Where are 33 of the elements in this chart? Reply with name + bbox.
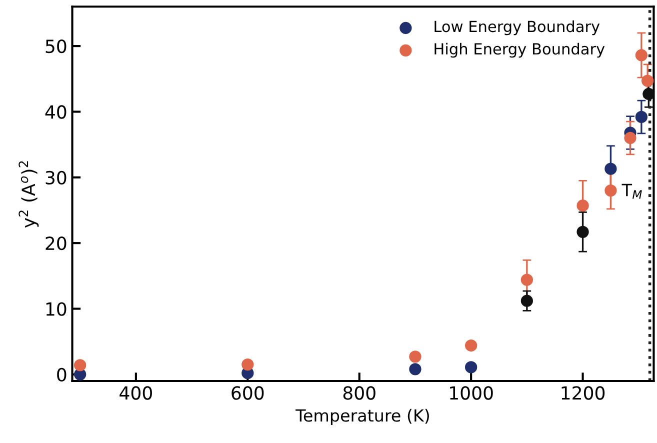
- y-tick-label: 20: [46, 236, 66, 250]
- point: [624, 132, 636, 144]
- point: [642, 88, 654, 100]
- point: [576, 200, 589, 212]
- y-axis-title: y$^{2}$ (A$^{o}$)$^{2}$: [18, 161, 39, 228]
- x-tick-label: 600: [232, 386, 264, 400]
- point: [604, 184, 617, 197]
- x-tick-label: 1200: [562, 386, 605, 400]
- y-tick-label: 0: [57, 368, 66, 382]
- point: [74, 359, 86, 372]
- y-tick-label: 40: [45, 105, 66, 119]
- annotation: T$_{M}$: [622, 184, 642, 199]
- y-tick-label: 30: [46, 170, 66, 185]
- x-tick-label: 800: [343, 386, 376, 400]
- point: [409, 350, 422, 363]
- legend-label: High Energy Boundary: [434, 42, 605, 58]
- y-tick-label: 50: [46, 40, 66, 54]
- x-tick-label: 400: [120, 386, 152, 400]
- x-tick-label: 1000: [450, 386, 493, 400]
- y-tick-label: 10: [46, 302, 66, 316]
- point: [641, 74, 654, 87]
- x-axis-title: Temperature (K): [296, 408, 429, 425]
- point: [604, 162, 617, 175]
- point: [576, 226, 589, 238]
- point: [635, 49, 648, 62]
- point: [409, 363, 422, 376]
- point: [635, 110, 648, 124]
- point: [242, 358, 254, 371]
- legend-label: Low Energy Boundary: [434, 20, 600, 36]
- point: [464, 339, 478, 352]
- point: [520, 294, 533, 307]
- point: [464, 361, 478, 374]
- point: [520, 274, 533, 286]
